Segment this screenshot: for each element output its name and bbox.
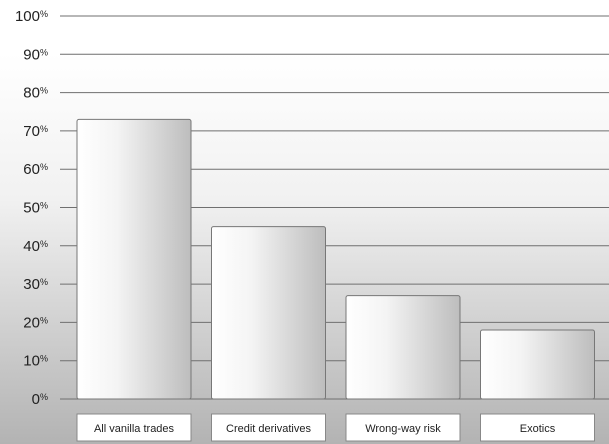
bars xyxy=(76,118,595,400)
category-labels: All vanilla trades Credit derivatives Wron… xyxy=(76,413,595,442)
bar xyxy=(480,329,595,400)
category-label: Wrong-way risk xyxy=(365,423,441,435)
category-label-box xyxy=(345,413,461,442)
y-axis-ticks: 0% 10% 20% 30% 40% 50% 60% 70% 80% 90% 100% xyxy=(15,8,48,408)
y-tick-label: 50% xyxy=(23,200,48,217)
y-tick-label: 10% xyxy=(23,353,48,370)
category-label: Exotics xyxy=(520,423,556,435)
category-label-box xyxy=(211,413,326,442)
y-tick-label: 40% xyxy=(23,238,48,255)
y-tick-label: 90% xyxy=(23,46,48,63)
y-tick-label: 20% xyxy=(23,314,48,331)
y-tick-label: 100% xyxy=(15,8,48,25)
category-label-box xyxy=(76,413,192,442)
y-tick-label: 0% xyxy=(32,391,48,408)
category-label: Credit derivatives xyxy=(226,423,311,435)
bar xyxy=(345,295,461,400)
bar xyxy=(211,226,326,400)
category-label: All vanilla trades xyxy=(94,423,175,435)
category-label-box xyxy=(480,413,595,442)
y-tick-label: 80% xyxy=(23,85,48,102)
y-tick-label: 60% xyxy=(23,161,48,178)
bar xyxy=(76,118,192,400)
y-tick-label: 30% xyxy=(23,276,48,293)
y-tick-label: 70% xyxy=(23,123,48,140)
